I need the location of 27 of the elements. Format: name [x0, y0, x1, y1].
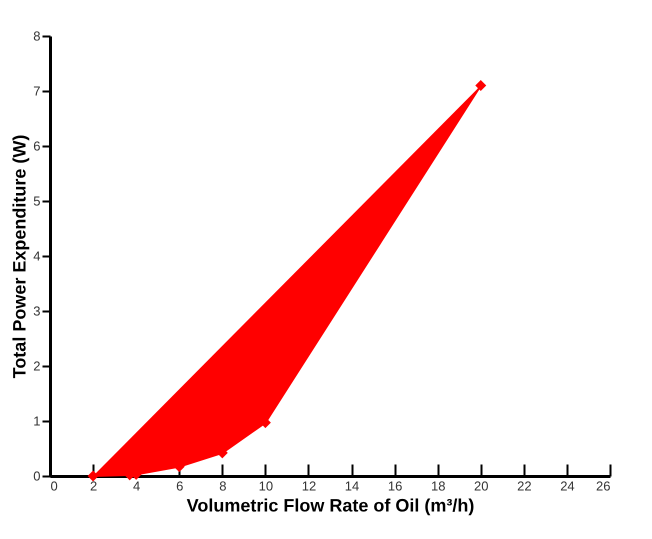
y-tick-label: 5: [33, 194, 40, 208]
x-tick-label: 8: [219, 478, 226, 494]
x-tick-label: 2: [90, 478, 98, 494]
x-tick-label: 0: [50, 478, 58, 494]
x-tick-label: 6: [176, 478, 184, 494]
x-tick-label: 24: [560, 478, 575, 494]
y-tick-label: 1: [33, 414, 40, 428]
y-tick-label: 2: [33, 358, 40, 374]
y-tick-label: 8: [33, 28, 40, 44]
x-tick-label: 18: [430, 478, 446, 494]
point: [88, 470, 99, 482]
x-tick-label: 26: [596, 478, 610, 494]
x-tick-label: 10: [258, 478, 274, 494]
y-tick-label: 4: [33, 248, 40, 264]
y-tick-label: 7: [33, 84, 40, 98]
y-axis-title: Total Power Expenditure (W): [9, 134, 30, 378]
x-tick-label: 14: [344, 478, 360, 494]
x-tick-label: 16: [388, 478, 402, 494]
x-tick-label: 20: [474, 478, 489, 494]
y-tick-label: 3: [33, 304, 40, 318]
x-axis-title: Volumetric Flow Rate of Oil (m³/h): [186, 496, 474, 516]
y-tick-label: 6: [33, 138, 40, 154]
point: [475, 80, 486, 91]
x-tick-label: 4: [133, 478, 140, 494]
x-tick-label: 22: [517, 478, 532, 494]
x-tick-label: 12: [302, 478, 316, 494]
y-tick-label: 0: [33, 468, 40, 484]
